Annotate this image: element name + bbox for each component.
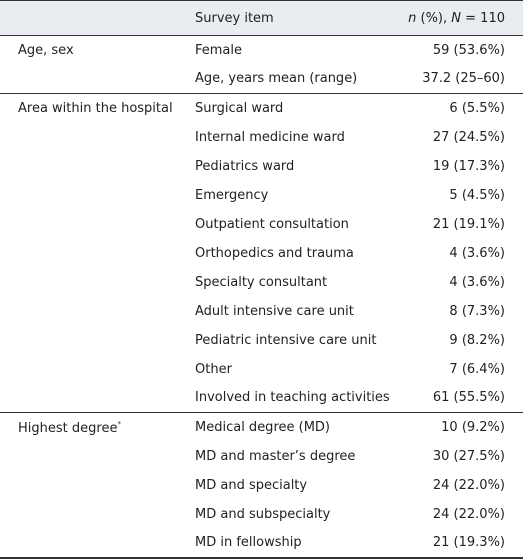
value-cell: 21 (19.3%) [432, 535, 505, 550]
header-row: Survey item n (%), N = 110 [0, 0, 523, 36]
value-cell: 8 (7.3%) [449, 303, 505, 319]
value-cell: 10 (9.2%) [441, 419, 505, 435]
item-cell: Involved in teaching activities [195, 390, 390, 406]
row: Highest degree* Medical degree (MD) 10 (9.… [0, 413, 523, 442]
header-cell: Survey item [186, 0, 400, 36]
row: MD in fellowship 21 (19.3%) [0, 529, 523, 558]
value-cell: 19 (17.3%) [432, 158, 505, 174]
row: Specialty consultant 4 (3.6%) [0, 268, 523, 297]
value-cell: 27 (24.5%) [432, 129, 505, 145]
item-cell: Specialty consultant [195, 274, 328, 290]
item-cell: Other [195, 361, 232, 377]
group-cell: Age, sex [0, 36, 186, 94]
value-cell: 7 (6.4%) [449, 361, 505, 377]
value-cell: 6 (5.5%) [449, 100, 505, 116]
row: Emergency 5 (4.5%) [0, 181, 523, 210]
value-cell: 21 (19.1%) [432, 216, 505, 232]
value-cell: 37.2 (25–60) [422, 71, 505, 87]
footnote-mark: * [117, 420, 121, 428]
value-cell: 9 (8.2%) [449, 332, 505, 348]
item-cell: Internal medicine ward [195, 129, 345, 145]
group-label: Area within the hospital [18, 101, 173, 116]
group-cell: Area within the hospital [0, 94, 186, 413]
row: MD and specialty 24 (22.0%) [0, 471, 523, 500]
group-label: Highest degree [18, 421, 118, 436]
row: Internal medicine ward 27 (24.5%) [0, 123, 523, 152]
row: Other 7 (6.4%) [0, 355, 523, 384]
row: Pediatrics ward 19 (17.3%) [0, 152, 523, 181]
value-cell: 59 (53.6%) [432, 42, 505, 58]
value-cell: 61 (55.5%) [432, 390, 505, 406]
header-text: = 110 [461, 10, 505, 26]
item-cell: MD in fellowship [195, 535, 302, 550]
row: Involved in teaching activities 61 (55.5%… [0, 384, 523, 413]
row: MD and subspecialty 24 (22.0%) [0, 500, 523, 529]
value-cell: 4 (3.6%) [449, 245, 505, 261]
header-text: N [451, 10, 462, 26]
row: MD and master’s degree 30 (27.5%) [0, 442, 523, 471]
value-cell: 4 (3.6%) [449, 274, 505, 290]
item-cell: Outpatient consultation [195, 216, 349, 232]
item-cell: Medical degree (MD) [195, 419, 330, 435]
item-cell: MD and subspecialty [195, 506, 331, 522]
item-cell: Orthopedics and trauma [195, 245, 354, 261]
value-cell: 24 (22.0%) [432, 506, 505, 522]
item-cell: Emergency [195, 187, 269, 203]
header-text: n [408, 10, 417, 26]
group-cell: Highest degree* [0, 413, 186, 558]
value-cell: 24 (22.0%) [432, 477, 505, 493]
item-cell: MD and specialty [195, 477, 308, 493]
row: Age, years mean (range) 37.2 (25–60) [0, 65, 523, 94]
group-label: Age, sex [18, 43, 74, 58]
header-cell [0, 0, 186, 36]
value-cell: 5 (4.5%) [449, 187, 505, 203]
group: Age, sex Female 59 (53.6%) Age, years mean … [0, 36, 523, 94]
group: Area within the hospital Surgical ward 6 (… [0, 94, 523, 413]
item-cell: Pediatrics ward [195, 158, 295, 174]
header-text: (%), [416, 10, 452, 26]
item-cell: MD and master’s degree [195, 448, 356, 464]
item-cell: Surgical ward [195, 100, 284, 116]
row: Orthopedics and trauma 4 (3.6%) [0, 239, 523, 268]
item-cell: Female [195, 42, 243, 58]
row: Outpatient consultation 21 (19.1%) [0, 210, 523, 239]
item-cell: Age, years mean (range) [195, 71, 358, 87]
header-cell: n (%), N = 110 [400, 0, 523, 36]
row: Adult intensive care unit 8 (7.3%) [0, 297, 523, 326]
group: Highest degree* Medical degree (MD) 10 (9.… [0, 413, 523, 558]
row: Pediatric intensive care unit 9 (8.2%) [0, 326, 523, 355]
row: Area within the hospital Surgical ward 6 (… [0, 94, 523, 123]
item-cell: Adult intensive care unit [195, 303, 354, 319]
value-cell: 30 (27.5%) [432, 448, 505, 464]
item-cell: Pediatric intensive care unit [195, 332, 377, 348]
row: Age, sex Female 59 (53.6%) [0, 36, 523, 65]
